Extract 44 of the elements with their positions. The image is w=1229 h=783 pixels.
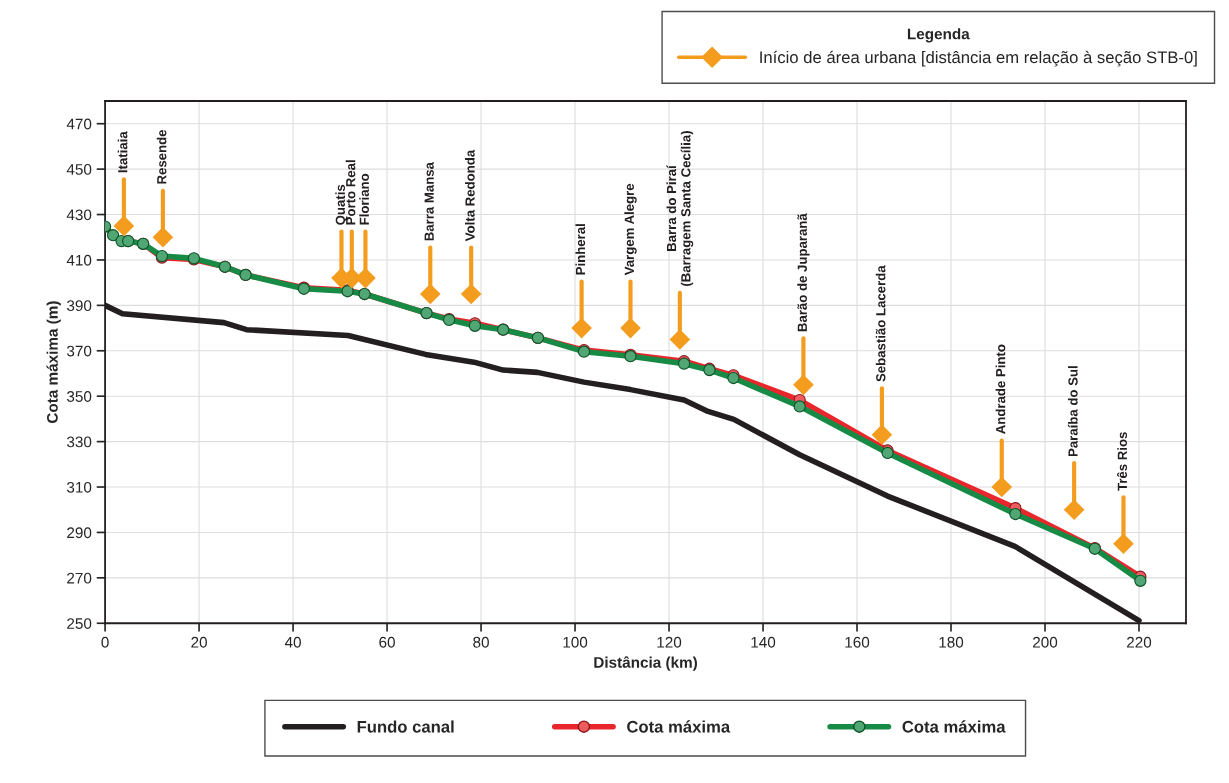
y-tick-label: 450 [66,164,92,175]
y-tick-label: 470 [66,118,92,130]
x-axis-title: Distância (km) [594,656,697,671]
x-tick-label: 0 [101,636,109,648]
x-tick-label: 60 [379,636,395,648]
x-tick-label: 220 [1127,636,1152,648]
annotation: Resende [156,129,167,184]
y-tick-label: 310 [66,481,92,493]
annotation: Três Rios [1117,432,1128,491]
x-tick-label: 80 [473,636,489,648]
annotation: Barra do Piraí (Barragem Santa Cecília) [666,131,694,286]
y-axis-title: Cota máxima (m) [46,301,61,424]
legend-title: Legenda [907,28,970,43]
annotation: Paraíba do Sul [1067,366,1078,457]
y-tick-label: 270 [67,572,92,584]
x-tick-label: 200 [1033,636,1058,648]
x-tick-label: 100 [563,636,588,648]
y-tick-label: 430 [66,209,92,221]
legend-label: Cota máxima [627,720,731,733]
x-tick-label: 140 [751,636,776,648]
annotation: Vargem Alegre [624,183,637,276]
legend-label: Início de área urbana [distância em relação à seção STB-0] [760,50,1197,67]
annotation: Itatiaia [117,131,128,173]
x-tick-label: 180 [939,636,964,648]
annotation: Andrade Pinto [995,344,1006,434]
y-tick-label: 290 [67,527,92,539]
y-tick-label: 370 [66,345,92,357]
annotation: Sebastião Lacerda [875,265,886,382]
y-tick-label: 410 [66,254,92,266]
annotation: Barra Mansa [424,161,434,241]
x-tick-label: 20 [191,636,207,648]
annotation: Barão de Juparanã [797,213,810,332]
y-tick-label: 330 [66,436,92,448]
y-tick-label: 390 [66,300,92,312]
annotation: Floriano [359,173,369,225]
x-tick-label: 160 [845,636,870,648]
x-tick-label: 40 [284,636,301,648]
legend-label: Fundo canal [357,720,454,733]
annotation: Volta Redonda [465,149,475,242]
y-tick-label: 350 [66,391,92,402]
annotation: Pinheral [575,224,586,275]
y-tick-label: 250 [67,618,92,629]
legend-label: Cota máxima [902,720,1006,733]
x-tick-label: 120 [657,636,682,648]
